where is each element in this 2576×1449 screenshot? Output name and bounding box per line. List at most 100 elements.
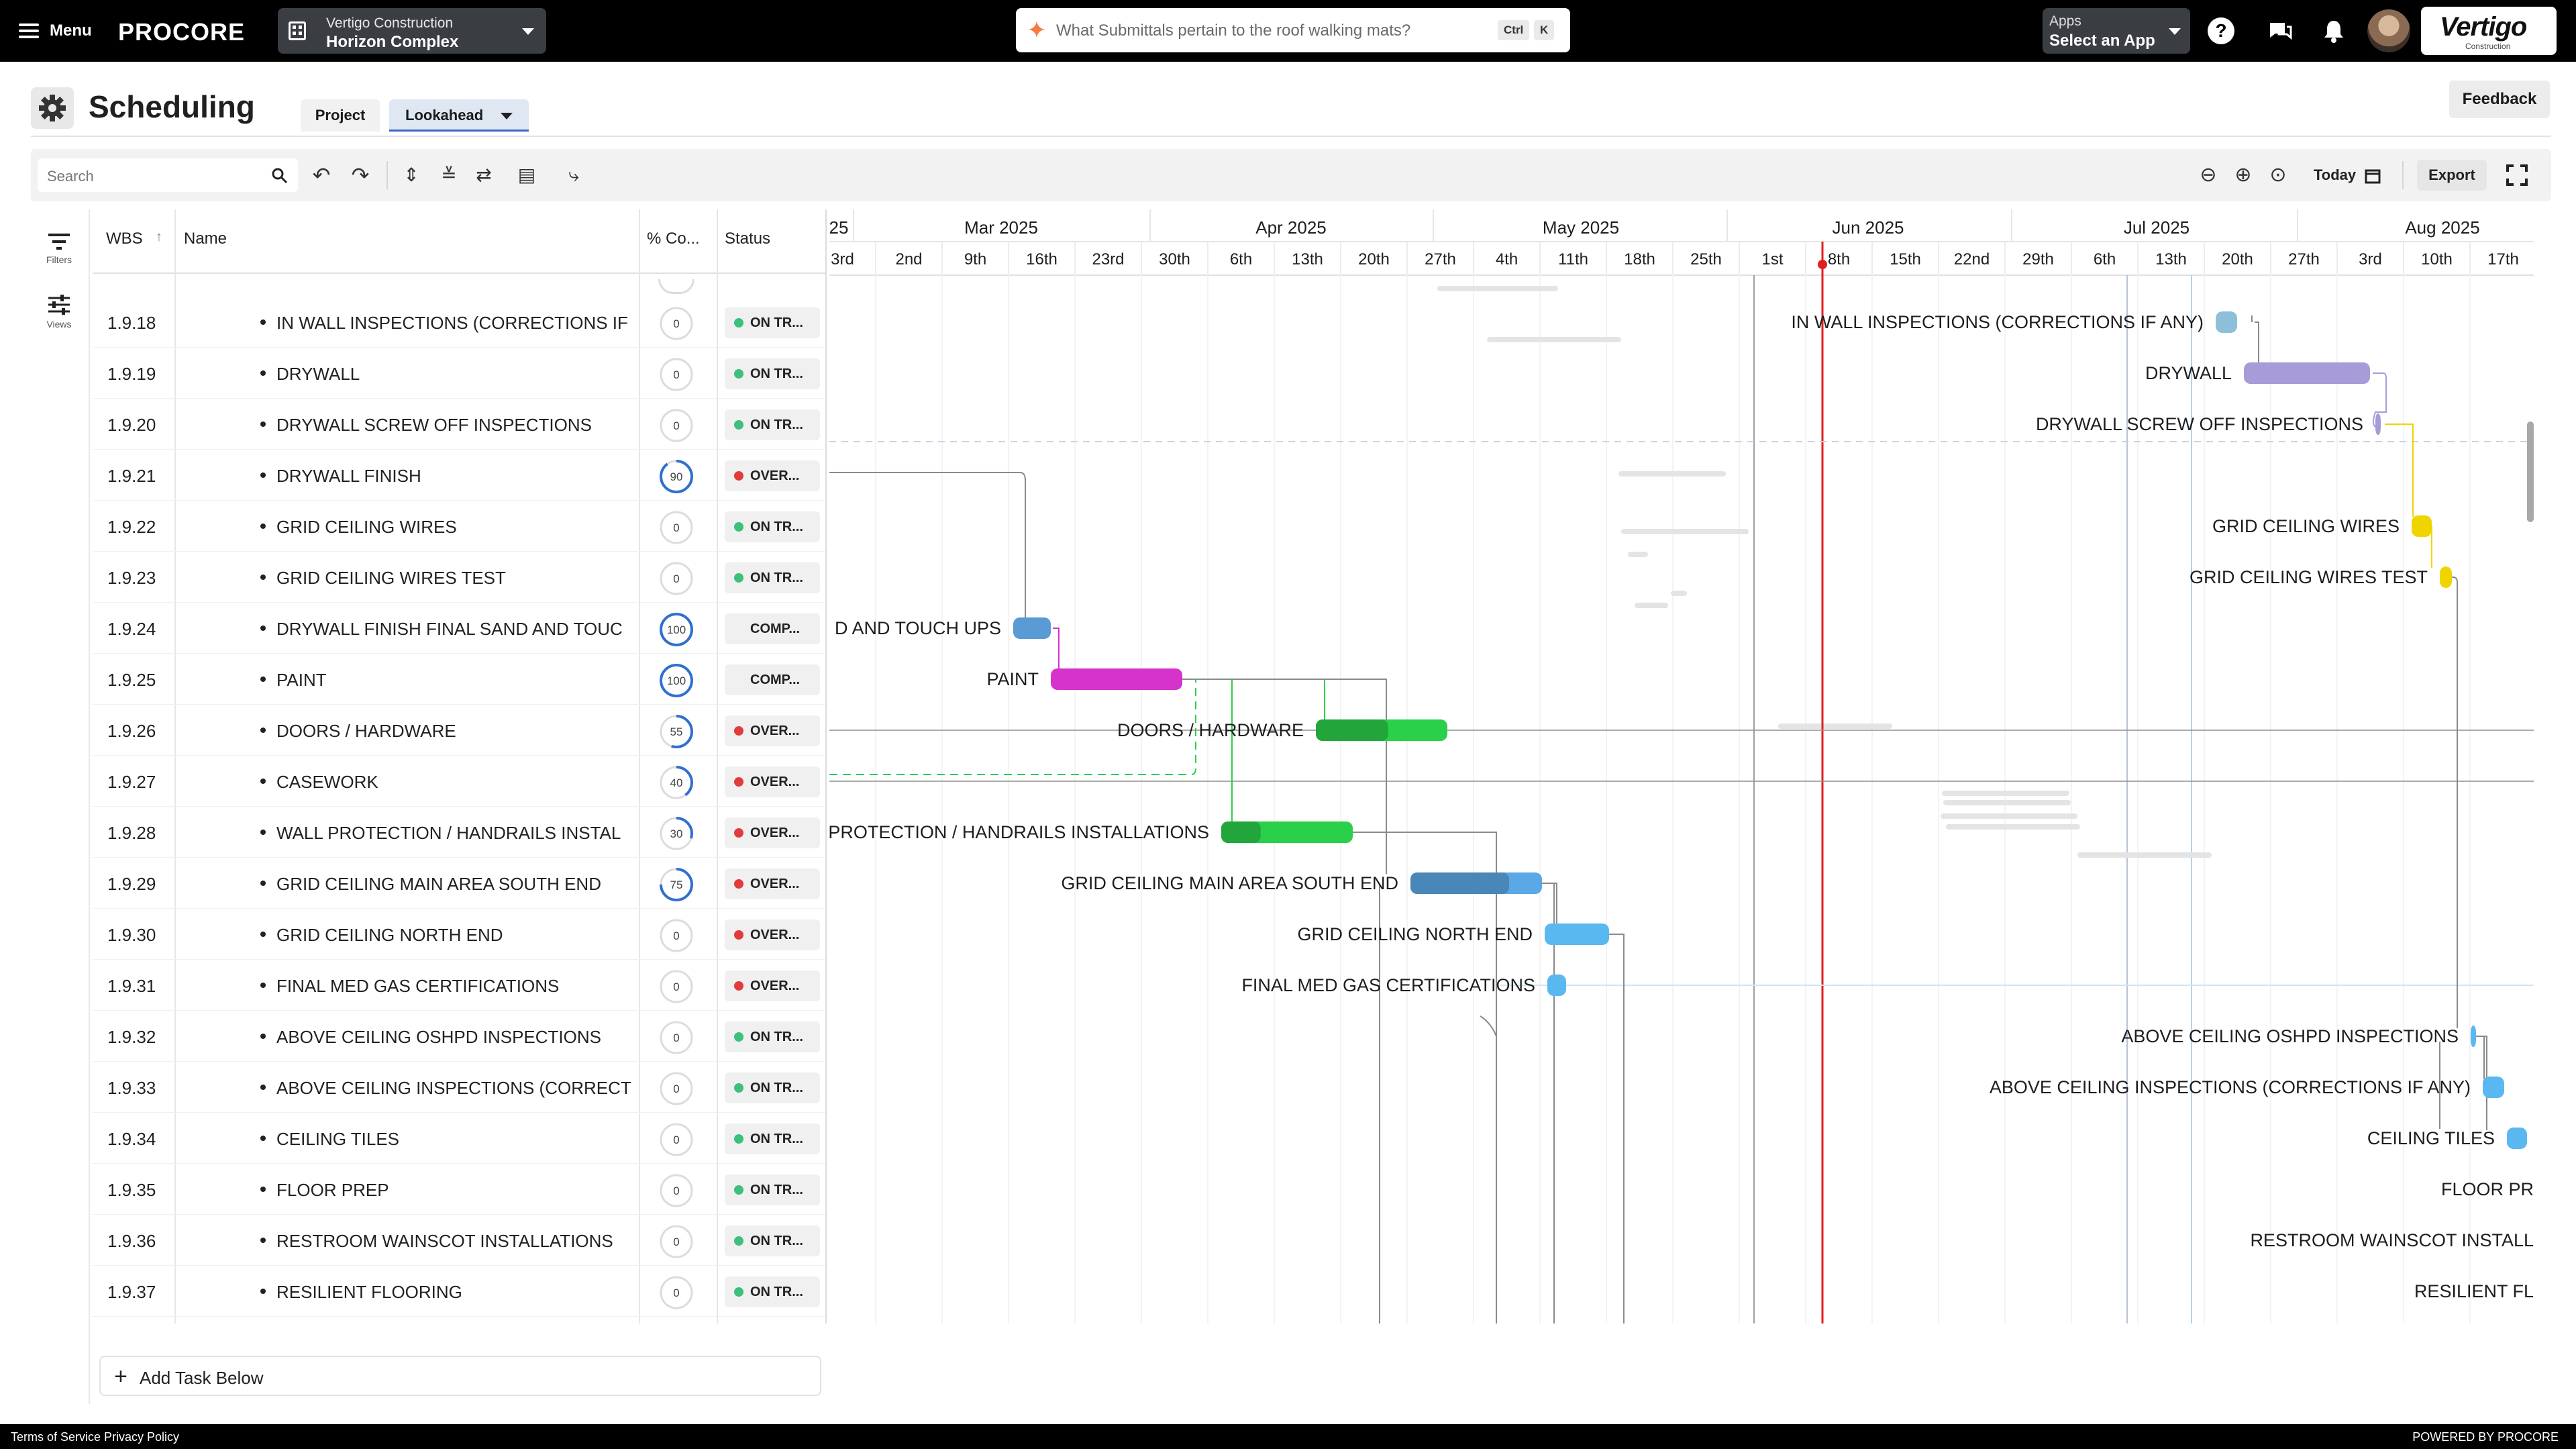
table-row[interactable]: 1.9.28 WALL PROTECTION / HANDRAILS INSTAL…: [93, 807, 825, 858]
table-row[interactable]: 1.9.34 CEILING TILES 0 ON TR...: [93, 1113, 825, 1164]
zoom-out-icon[interactable]: ⊖: [2200, 164, 2217, 186]
tab-lookahead[interactable]: Lookahead: [389, 99, 529, 132]
table-row[interactable]: 1.9.26 DOORS / HARDWARE 55 OVER...: [93, 705, 825, 756]
collapse-all-icon[interactable]: ≚: [441, 164, 457, 185]
status-badge[interactable]: ON TR...: [725, 358, 820, 389]
task-name-cell[interactable]: FLOOR PREP: [276, 1180, 389, 1200]
table-row[interactable]: 1.9.23 GRID CEILING WIRES TEST 0 ON TR...: [93, 552, 825, 603]
swap-icon[interactable]: ⇄: [476, 164, 492, 185]
task-name-cell[interactable]: FINAL MED GAS CERTIFICATIONS: [276, 976, 560, 996]
task-name-cell[interactable]: GRID CEILING WIRES TEST: [276, 568, 506, 588]
fullscreen-icon[interactable]: [2506, 164, 2528, 187]
task-bar[interactable]: [1545, 923, 1609, 945]
task-bar[interactable]: [2483, 1077, 2504, 1098]
footer-links[interactable]: Terms of Service Privacy Policy: [11, 1430, 180, 1444]
status-badge[interactable]: OVER...: [725, 715, 820, 746]
table-row[interactable]: 1.9.30 GRID CEILING NORTH END 0 OVER...: [93, 909, 825, 960]
task-name-cell[interactable]: RESILIENT FLOORING: [276, 1282, 462, 1302]
status-badge[interactable]: ON TR...: [725, 1123, 820, 1154]
task-name-cell[interactable]: DRYWALL FINISH: [276, 466, 421, 486]
task-bar[interactable]: [2375, 413, 2381, 435]
task-bar[interactable]: [2244, 362, 2370, 384]
task-name-cell[interactable]: DRYWALL: [276, 364, 360, 384]
table-row[interactable]: 1.9.37 RESILIENT FLOORING 0 ON TR...: [93, 1266, 825, 1317]
table-row[interactable]: 1.9.21 DRYWALL FINISH 90 OVER...: [93, 450, 825, 501]
table-row[interactable]: 1.9.18 IN WALL INSPECTIONS (CORRECTIONS I…: [93, 297, 825, 348]
views-button[interactable]: Views: [39, 294, 79, 330]
task-name-cell[interactable]: RESTROOM WAINSCOT INSTALLATIONS: [276, 1231, 613, 1251]
baseline-icon[interactable]: ▤: [517, 164, 536, 185]
gantt-vertical-scrollbar[interactable]: [2527, 421, 2534, 522]
status-badge[interactable]: ON TR...: [725, 562, 820, 593]
zoom-in-icon[interactable]: ⊕: [2234, 164, 2252, 186]
status-badge[interactable]: ON TR...: [725, 1175, 820, 1205]
table-row[interactable]: 1.9.27 CASEWORK 40 OVER...: [93, 756, 825, 807]
status-badge[interactable]: ON TR...: [725, 1277, 820, 1307]
table-row[interactable]: 1.9.33 ABOVE CEILING INSPECTIONS (CORRECT…: [93, 1062, 825, 1113]
table-row[interactable]: 1.9.22 GRID CEILING WIRES 0 ON TR...: [93, 501, 825, 552]
task-name-cell[interactable]: DRYWALL FINISH FINAL SAND AND TOUC: [276, 619, 623, 639]
status-badge[interactable]: ON TR...: [725, 1072, 820, 1103]
col-header-name[interactable]: Name: [184, 230, 227, 248]
status-badge[interactable]: ON TR...: [725, 511, 820, 542]
user-avatar[interactable]: [2367, 9, 2410, 52]
task-name-cell[interactable]: CEILING TILES: [276, 1129, 400, 1149]
apps-selector[interactable]: Apps Select an App: [2043, 8, 2190, 54]
table-row[interactable]: 1.9.35 FLOOR PREP 0 ON TR...: [93, 1164, 825, 1215]
status-badge[interactable]: OVER...: [725, 868, 820, 899]
status-badge[interactable]: OVER...: [725, 460, 820, 491]
task-bar[interactable]: [1051, 668, 1182, 690]
task-name-cell[interactable]: ABOVE CEILING OSHPD INSPECTIONS: [276, 1027, 601, 1047]
table-row[interactable]: 1.9.32 ABOVE CEILING OSHPD INSPECTIONS 0 ON…: [93, 1011, 825, 1062]
sort-asc-icon[interactable]: ↑: [156, 230, 162, 244]
status-badge[interactable]: OVER...: [725, 919, 820, 950]
task-name-cell[interactable]: ABOVE CEILING INSPECTIONS (CORRECT: [276, 1078, 631, 1098]
task-name-cell[interactable]: GRID CEILING MAIN AREA SOUTH END: [276, 874, 601, 894]
filters-button[interactable]: Filters: [39, 232, 79, 265]
menu-button[interactable]: Menu: [19, 19, 92, 43]
task-bar[interactable]: [1013, 617, 1051, 639]
task-name-cell[interactable]: PAINT: [276, 670, 327, 690]
help-icon[interactable]: ?: [2208, 17, 2234, 44]
task-bar[interactable]: [1547, 975, 1566, 996]
table-row[interactable]: 1.9.25 PAINT 100 COMP...: [93, 654, 825, 705]
table-row[interactable]: 1.9.20 DRYWALL SCREW OFF INSPECTIONS 0 ON T…: [93, 399, 825, 450]
task-name-cell[interactable]: WALL PROTECTION / HANDRAILS INSTAL: [276, 823, 621, 843]
add-task-below-button[interactable]: + Add Task Below: [99, 1356, 821, 1396]
table-row[interactable]: 1.9.24 DRYWALL FINISH FINAL SAND AND TOUC…: [93, 603, 825, 654]
task-bar[interactable]: [2440, 566, 2452, 588]
project-selector[interactable]: Vertigo Construction Horizon Complex: [278, 8, 546, 54]
tool-settings-button[interactable]: [31, 87, 74, 129]
chat-icon[interactable]: [2267, 17, 2294, 44]
table-row[interactable]: 1.9.31 FINAL MED GAS CERTIFICATIONS 0 OVER.…: [93, 960, 825, 1011]
status-badge[interactable]: ON TR...: [725, 409, 820, 440]
status-badge[interactable]: OVER...: [725, 817, 820, 848]
table-row[interactable]: 1.9.19 DRYWALL 0 ON TR...: [93, 348, 825, 399]
task-name-cell[interactable]: GRID CEILING WIRES: [276, 517, 457, 537]
undo-icon[interactable]: ↶: [312, 163, 331, 187]
col-header-status[interactable]: Status: [725, 230, 771, 248]
task-bar[interactable]: [2412, 515, 2432, 537]
redo-icon[interactable]: ↷: [351, 163, 370, 187]
today-button[interactable]: Today: [2306, 160, 2391, 191]
table-row[interactable]: 1.9.36 RESTROOM WAINSCOT INSTALLATIONS 0 ON…: [93, 1215, 825, 1266]
task-bar[interactable]: [2216, 311, 2237, 333]
task-bar[interactable]: [2471, 1026, 2476, 1047]
procore-logo[interactable]: PROCORE: [118, 18, 246, 46]
status-badge[interactable]: ON TR...: [725, 307, 820, 338]
export-button[interactable]: Export: [2417, 160, 2487, 191]
expand-all-icon[interactable]: ⇕: [403, 164, 419, 185]
task-bar[interactable]: [2507, 1128, 2527, 1149]
table-row[interactable]: 1.9.29 GRID CEILING MAIN AREA SOUTH END 75…: [93, 858, 825, 909]
feedback-button[interactable]: Feedback: [2449, 81, 2550, 118]
col-header-pct[interactable]: % Co...: [647, 230, 700, 248]
status-badge[interactable]: COMP...: [725, 613, 820, 644]
status-badge[interactable]: ON TR...: [725, 1226, 820, 1256]
task-name-cell[interactable]: DOORS / HARDWARE: [276, 721, 456, 741]
task-name-cell[interactable]: DRYWALL SCREW OFF INSPECTIONS: [276, 415, 592, 435]
task-name-cell[interactable]: GRID CEILING NORTH END: [276, 925, 503, 945]
status-badge[interactable]: OVER...: [725, 766, 820, 797]
status-badge[interactable]: COMP...: [725, 664, 820, 695]
zoom-fit-icon[interactable]: ⊙: [2269, 164, 2287, 186]
dependency-link-icon[interactable]: ⤷: [568, 164, 579, 185]
